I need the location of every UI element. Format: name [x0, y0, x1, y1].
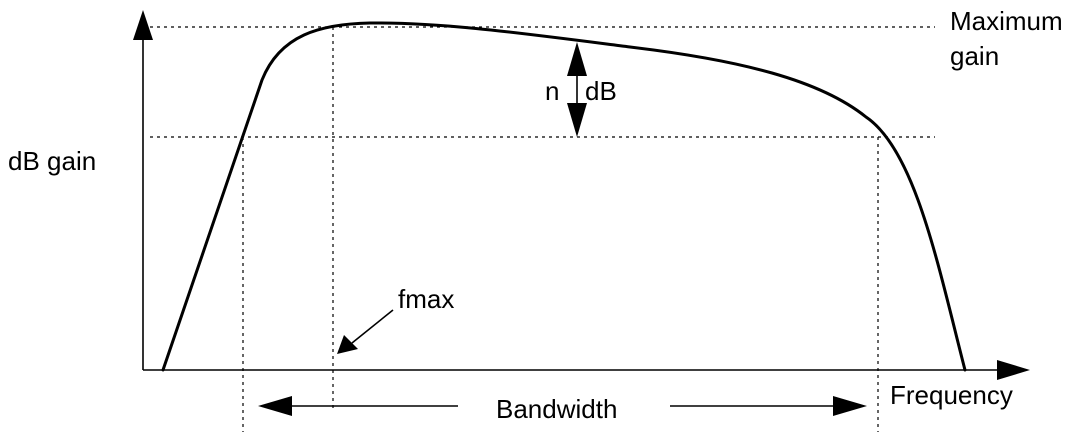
bandwidth-arrowhead-right — [833, 396, 867, 416]
y-axis-arrowhead — [133, 10, 153, 40]
n-db-arrowhead-down — [567, 103, 587, 137]
y-axis — [133, 10, 153, 370]
db-gain-label: dB gain — [8, 146, 96, 176]
n-db-double-arrow — [567, 42, 587, 137]
db-label: dB — [585, 76, 617, 106]
x-axis — [143, 360, 1030, 380]
frequency-axis-label: Frequency — [890, 380, 1013, 410]
maximum-gain-label-line2: gain — [950, 41, 999, 71]
n-db-arrowhead-up — [567, 42, 587, 76]
maximum-gain-label-line1: Maximum — [950, 6, 1063, 36]
bandwidth-label: Bandwidth — [496, 394, 617, 424]
fmax-pointer-arrowhead — [337, 335, 358, 354]
n-label: n — [545, 76, 559, 106]
bandwidth-arrowhead-left — [258, 396, 292, 416]
gain-response-curve — [161, 21, 967, 372]
x-axis-arrowhead — [997, 360, 1030, 380]
bandwidth-arrow — [258, 396, 867, 416]
fmax-pointer-arrow — [337, 309, 394, 354]
fmax-label: fmax — [398, 284, 454, 314]
